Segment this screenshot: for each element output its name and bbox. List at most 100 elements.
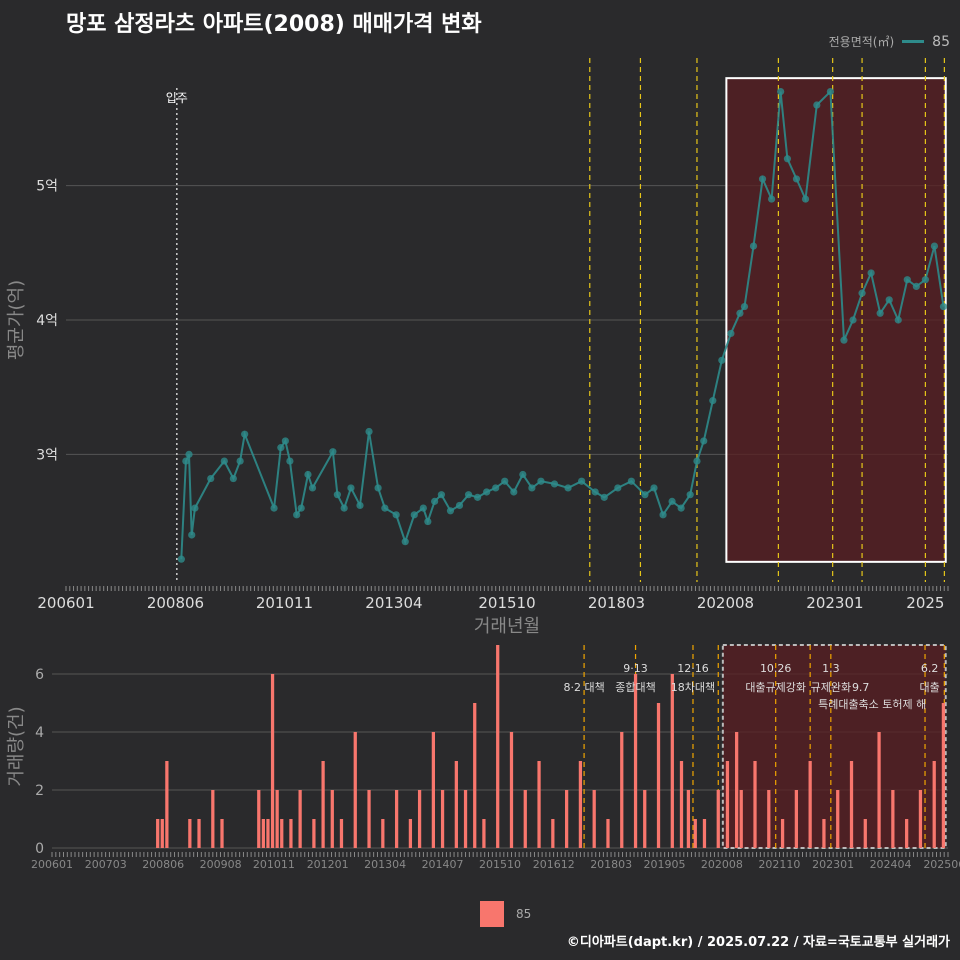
volume-bar <box>440 790 445 848</box>
volume-bar <box>188 819 192 848</box>
policy-label-line1: 1.3 <box>822 662 840 675</box>
volume-x-tick-label: 201510 <box>479 858 521 871</box>
volume-bar <box>693 819 697 848</box>
price-point <box>474 493 482 501</box>
volume-bar <box>156 819 160 848</box>
volume-bar <box>523 790 527 848</box>
price-point <box>419 504 427 512</box>
volume-bar <box>394 790 399 848</box>
price-point <box>550 480 559 488</box>
volume-bar <box>509 732 514 848</box>
price-x-tick-label: 201011 <box>256 594 313 612</box>
legend-top: 전용면적(㎡) 85 <box>829 33 950 50</box>
volume-y-tick-label: 6 <box>35 667 44 683</box>
volume-bar <box>496 645 500 848</box>
volume-bar <box>592 790 596 848</box>
policy-label-extra: 특례대출축소 토허제 해 <box>818 697 926 711</box>
volume-bar <box>891 790 895 848</box>
volume-bar <box>753 761 757 848</box>
price-point <box>650 484 658 492</box>
volume-bar <box>473 703 477 848</box>
price-point <box>718 356 726 364</box>
price-highlight-region <box>725 77 947 563</box>
price-point <box>686 491 694 499</box>
price-point <box>849 316 857 324</box>
volume-bar <box>463 790 468 848</box>
volume-bar <box>280 819 284 848</box>
volume-bar <box>564 790 569 848</box>
price-point <box>792 175 801 183</box>
volume-bar <box>905 819 909 848</box>
volume-y-tick-label: 0 <box>35 841 44 857</box>
price-point <box>700 437 708 445</box>
volume-bar <box>211 790 215 848</box>
price-point <box>768 195 776 203</box>
price-point <box>241 430 249 438</box>
price-point <box>537 477 545 485</box>
price-point <box>270 504 278 512</box>
volume-bar <box>551 819 555 848</box>
volume-bar <box>679 761 684 848</box>
price-point <box>659 511 667 519</box>
price-point <box>777 87 785 96</box>
volume-bar <box>656 703 661 848</box>
price-point <box>740 302 749 311</box>
price-point <box>867 269 875 277</box>
price-point <box>826 87 835 96</box>
volume-x-tick-label: 201905 <box>643 858 685 871</box>
volume-bar <box>160 819 164 848</box>
policy-label-line2: 9.7 <box>852 681 870 694</box>
price-point <box>668 497 676 505</box>
price-point <box>858 289 866 297</box>
price-point <box>374 484 382 492</box>
policy-label-line1: 6.2 <box>921 662 939 675</box>
volume-bar <box>822 819 826 848</box>
volume-bar <box>735 732 739 848</box>
policy-label-line1: 9·13 <box>623 662 648 675</box>
volume-bar <box>381 819 385 848</box>
legend-top-value: 85 <box>932 33 950 50</box>
price-point <box>297 504 305 512</box>
price-point <box>188 531 196 539</box>
volume-x-tick-label: 200908 <box>200 858 242 871</box>
policy-label-line2: 종합대책 <box>615 681 655 694</box>
price-point <box>758 175 767 183</box>
price-point <box>381 504 389 512</box>
price-point <box>894 316 902 324</box>
volume-bar <box>620 732 624 848</box>
legend-bottom-value: 85 <box>516 907 532 921</box>
volume-bar <box>321 761 325 848</box>
price-point <box>519 470 527 479</box>
price-point <box>903 276 911 284</box>
volume-bar <box>578 761 583 848</box>
price-x-axis-label: 거래년월 <box>474 616 540 637</box>
price-x-tick-label: 202008 <box>697 594 754 612</box>
move-in-label: 입주 <box>166 91 188 105</box>
price-x-tick-label: 201304 <box>365 594 422 612</box>
volume-highlight-region <box>721 644 947 849</box>
volume-x-tick-label: 200806 <box>142 858 184 871</box>
legend-line-swatch <box>902 40 925 43</box>
price-point <box>591 488 599 496</box>
price-x-tick-label: 201510 <box>478 594 535 612</box>
volume-bar <box>257 790 261 848</box>
price-point <box>356 501 364 510</box>
price-point <box>727 329 735 338</box>
volume-y-tick-label: 2 <box>35 783 44 799</box>
volume-bar <box>849 761 854 848</box>
volume-y-axis-label: 거래량(건) <box>6 706 27 786</box>
price-point <box>236 457 244 465</box>
volume-bar <box>794 790 798 848</box>
volume-x-tick-label: 202404 <box>870 858 912 871</box>
policy-label-line2: 18차대책 <box>671 681 715 694</box>
volume-bar <box>739 790 743 848</box>
price-point <box>293 511 301 519</box>
volume-x-tick-label: 201407 <box>422 858 464 871</box>
volume-bar <box>836 790 840 848</box>
volume-bar <box>686 790 691 848</box>
volume-x-tick-label: 202110 <box>758 858 800 871</box>
price-point <box>641 491 649 499</box>
price-point <box>939 302 948 311</box>
price-point <box>876 309 884 317</box>
